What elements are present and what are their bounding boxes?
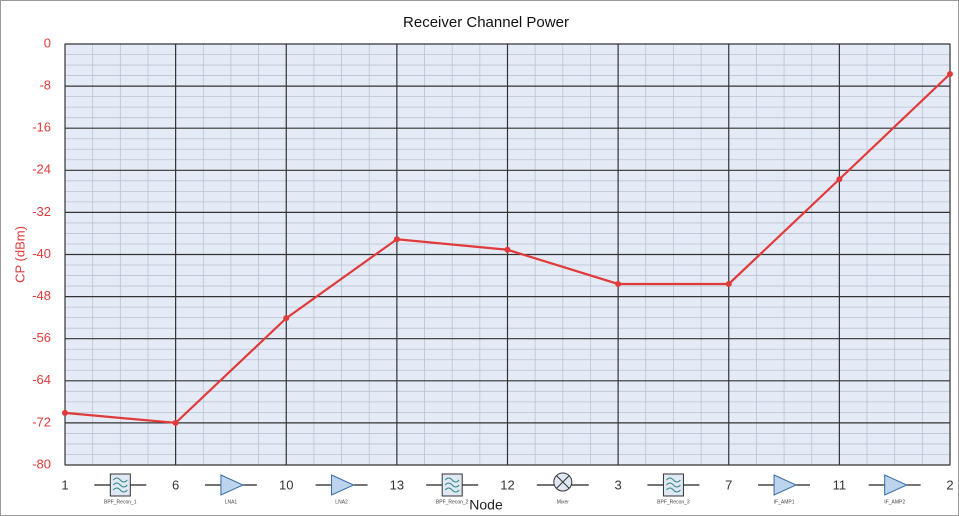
- x-tick-label: 2: [946, 477, 953, 492]
- x-tick-label: 3: [615, 477, 622, 492]
- component-icon: BPF_Recon_2: [426, 473, 479, 505]
- amp-triangle: [884, 474, 908, 496]
- y-axis-label: CP (dBm): [12, 226, 27, 283]
- point: [504, 246, 511, 253]
- point: [172, 419, 179, 426]
- component-icon: LNA1: [204, 474, 257, 505]
- chart-title: Receiver Channel Power: [403, 14, 569, 31]
- component-label: BPF_Recon_3: [657, 499, 690, 505]
- y-tick-label: -24: [32, 162, 51, 177]
- component-label: IF_AMP2: [884, 499, 905, 505]
- point: [283, 315, 290, 322]
- component-icon: BPF_Recon_1: [94, 473, 147, 505]
- filter-wave: [444, 482, 460, 488]
- x-tick-label: 1: [61, 477, 68, 492]
- component-label: BPF_Recon_2: [436, 499, 469, 505]
- component-icon: IF_AMP1: [758, 474, 811, 505]
- point: [62, 409, 68, 416]
- amp-triangle: [331, 474, 355, 496]
- y-tick-label: -32: [32, 204, 51, 219]
- x-tick-label: 10: [279, 477, 293, 492]
- mixer-cross: [556, 475, 570, 489]
- x-tick-label: 7: [725, 477, 732, 492]
- y-tick-label: -72: [32, 414, 51, 429]
- amp-triangle: [773, 474, 798, 496]
- point: [836, 176, 843, 183]
- x-tick-label: 13: [390, 477, 404, 492]
- x-tick-label: 11: [833, 477, 847, 492]
- point: [725, 280, 732, 287]
- y-tick-label: -16: [32, 120, 51, 135]
- point: [615, 280, 622, 287]
- filter-wave: [444, 487, 460, 493]
- filter-wave: [112, 482, 128, 488]
- y-tick-label: -40: [32, 246, 51, 261]
- component-label: LNA1: [225, 499, 238, 505]
- filter-wave: [112, 487, 128, 493]
- component-icon: Mixer: [536, 472, 589, 505]
- filter-wave: [666, 477, 681, 483]
- x-axis-label: Node: [469, 497, 503, 513]
- component-icon: LNA2: [315, 474, 368, 505]
- y-tick-label: -48: [32, 288, 51, 303]
- y-tick-label: -80: [32, 456, 51, 471]
- point: [393, 236, 400, 243]
- point: [947, 70, 953, 77]
- filter-wave: [112, 477, 128, 483]
- amp-triangle: [220, 474, 245, 496]
- y-tick-label: -8: [39, 78, 51, 93]
- component-label: IF_AMP1: [774, 499, 795, 505]
- filter-wave: [444, 477, 460, 483]
- component-icon: BPF_Recon_3: [647, 473, 700, 505]
- y-tick-label: 0: [44, 35, 51, 50]
- component-label: BPF_Recon_1: [104, 499, 137, 505]
- y-tick-label: -64: [32, 372, 51, 387]
- x-tick-label: 6: [172, 477, 179, 492]
- component-icon: IF_AMP2: [868, 474, 921, 505]
- filter-wave: [666, 482, 681, 488]
- filter-wave: [666, 487, 681, 493]
- x-tick-label: 12: [500, 477, 514, 492]
- y-tick-label: -56: [32, 330, 51, 345]
- component-label: LNA2: [335, 499, 348, 505]
- component-label: Mixer: [557, 499, 570, 505]
